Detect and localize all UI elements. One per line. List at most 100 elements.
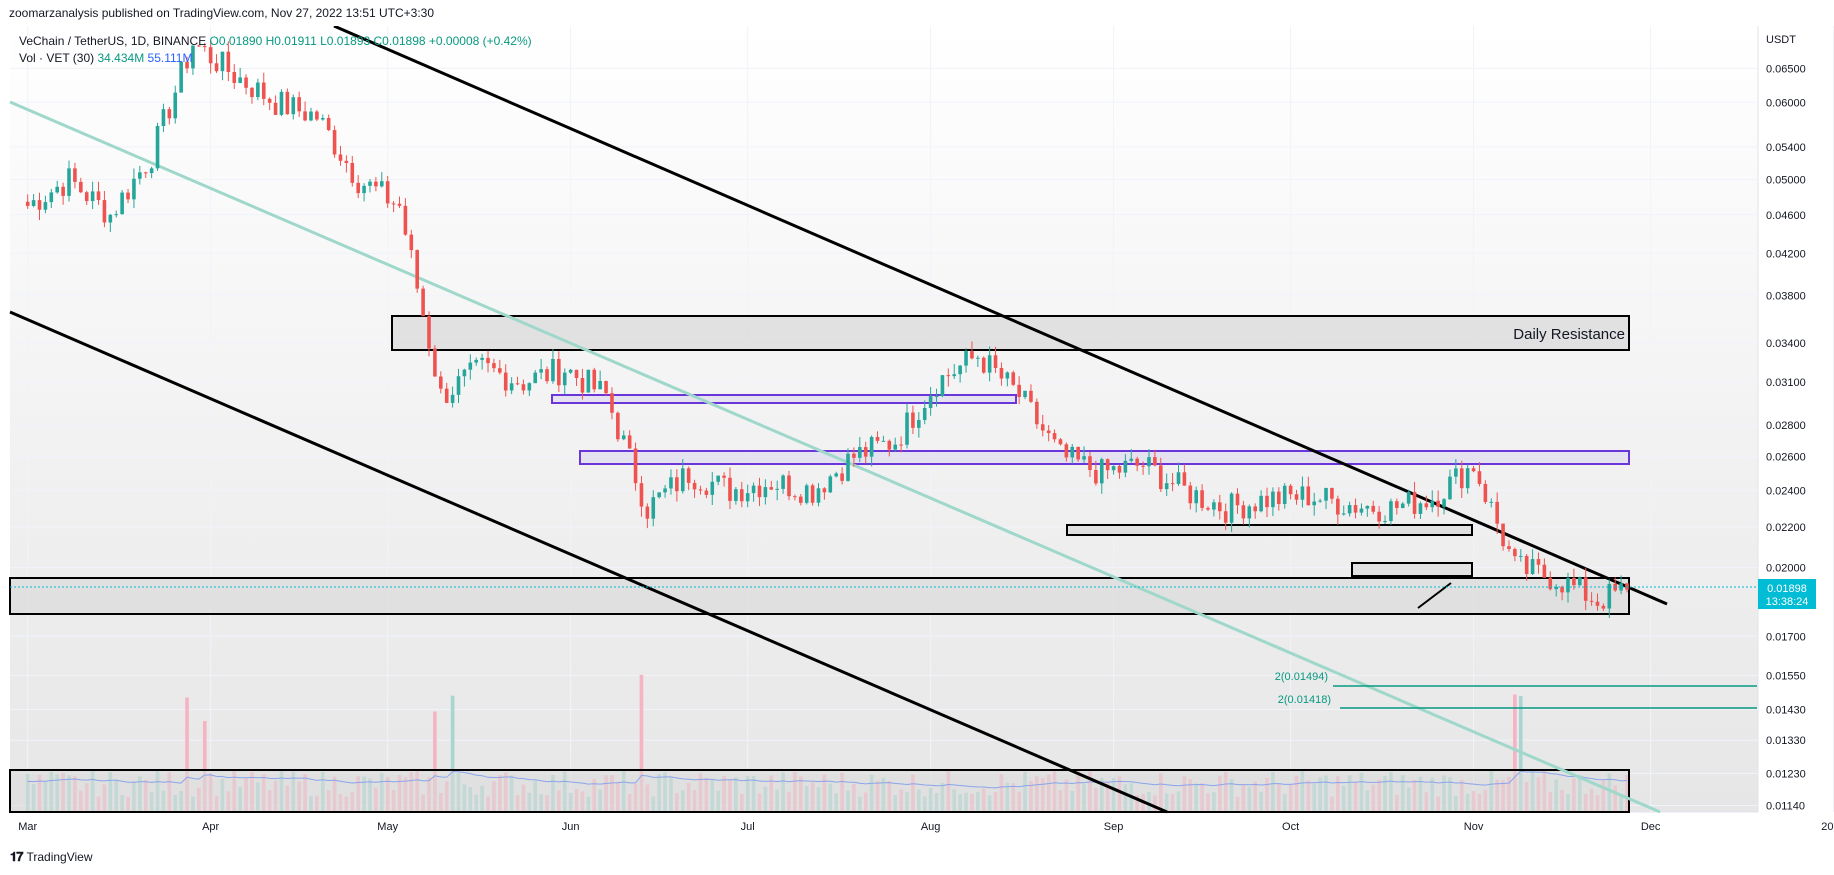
candle-body [592,369,597,390]
candle-body [1141,465,1145,467]
candle-body [763,487,768,498]
candle-body [928,396,933,409]
candle-body [43,202,48,210]
candle-body [1536,559,1541,565]
candle-body [1442,499,1446,507]
time-tick-label: 2023 [1821,821,1834,833]
candle-body [669,477,673,489]
ohlc-open: O0.01890 [209,34,263,48]
candle-body [533,372,538,384]
candle-body [320,118,325,120]
candle-body [368,181,372,186]
candle-body [734,489,738,501]
candle-body [1153,457,1157,466]
candle-body [232,72,237,83]
candle-body [84,192,89,202]
candle-body [1235,493,1240,506]
price-tick-label: 0.03400 [1766,338,1806,350]
candle-body [616,412,620,440]
volume-bar [639,674,644,812]
candle-body [138,172,142,179]
candle-body [858,447,862,458]
candle-body [875,436,880,441]
candle-body [1188,485,1193,504]
price-tick-label: 0.02000 [1766,562,1806,574]
candle-body [1288,485,1293,495]
candle-body [1330,487,1334,499]
candle-body [1483,483,1488,503]
candle-body [757,485,762,498]
purple-zone-1[interactable] [551,394,1017,404]
candle-body [686,468,691,483]
candle-body [1147,457,1151,467]
last-price-tag [1758,579,1816,609]
volume-bar [433,711,437,812]
candle-body [25,201,30,206]
volume-zone[interactable] [9,769,1630,813]
price-tick-label: 0.03100 [1766,377,1806,389]
price-tick-label: 0.02200 [1766,522,1806,534]
volume-bar [185,697,189,812]
candle-body [704,490,709,495]
candle-body [1501,523,1505,547]
candle-body [645,506,650,519]
upper-channel-line [333,26,1668,606]
candle-body [769,487,774,490]
price-axis-background [1758,26,1834,812]
candle-body [1306,486,1311,506]
candle-body [185,61,189,69]
price-tick-label: 0.05000 [1766,174,1806,186]
daily-resistance-zone[interactable] [391,315,1630,351]
candle-body [568,369,573,373]
price-tick-label: 0.04200 [1766,248,1806,260]
candle-body [810,485,815,503]
candle-body [1105,459,1110,471]
candle-body [356,182,360,194]
candle-body [1619,583,1623,591]
symbol-legend[interactable]: VeChain / TetherUS, 1D, BINANCE O0.01890… [19,34,532,48]
price-tick-label: 0.01430 [1766,705,1806,717]
candle-body [1560,586,1564,593]
volume-legend[interactable]: Vol · VET (30) 34.434M 55.111M [19,51,192,65]
time-axis-labels: Mar Apr May Jun Jul Aug Sep Oct Nov Dec 2023 [18,821,1834,833]
candle-body [462,369,467,377]
currency-unit: USDT [1766,34,1796,46]
price-chart[interactable]: Daily Resistance 2(0.01494) 2(0.01418) 0… [0,26,1834,846]
box-zone-2[interactable] [1351,562,1473,577]
candle-body [1094,470,1098,484]
short-trendline [1417,582,1452,609]
candle-body [167,109,172,119]
time-tick-label: Jun [562,821,580,833]
candle-body [173,92,178,119]
candle-body [946,375,951,377]
candle-body [869,436,874,457]
candle-body [90,191,95,202]
candle-body [474,359,479,363]
candle-body [1324,487,1328,501]
support-zone[interactable] [9,577,1630,615]
candle-body [1548,577,1553,590]
candle-body [574,369,579,379]
daily-resistance-label: Daily Resistance [1513,326,1625,343]
candle-body [1566,577,1570,593]
candle-body [37,200,42,210]
candle-body [1011,372,1016,385]
time-tick-label: Aug [921,821,941,833]
candle-body [940,375,945,397]
candle-body [1117,466,1122,473]
candle-body [604,380,608,394]
published-by-header: zoomarzanalysis published on TradingView… [9,6,435,20]
candle-body [73,168,77,182]
candle-body [96,191,101,201]
lower-channel-line [9,310,1168,814]
candle-body [197,45,201,47]
box-zone-1[interactable] [1066,524,1473,536]
purple-zone-2[interactable] [579,450,1630,465]
candle-body [881,440,886,442]
candle-body [362,185,366,194]
candle-body [1577,577,1582,586]
candle-body [1542,564,1547,578]
candle-body [102,200,107,223]
candle-body [1471,468,1476,472]
candle-body [1400,503,1405,509]
